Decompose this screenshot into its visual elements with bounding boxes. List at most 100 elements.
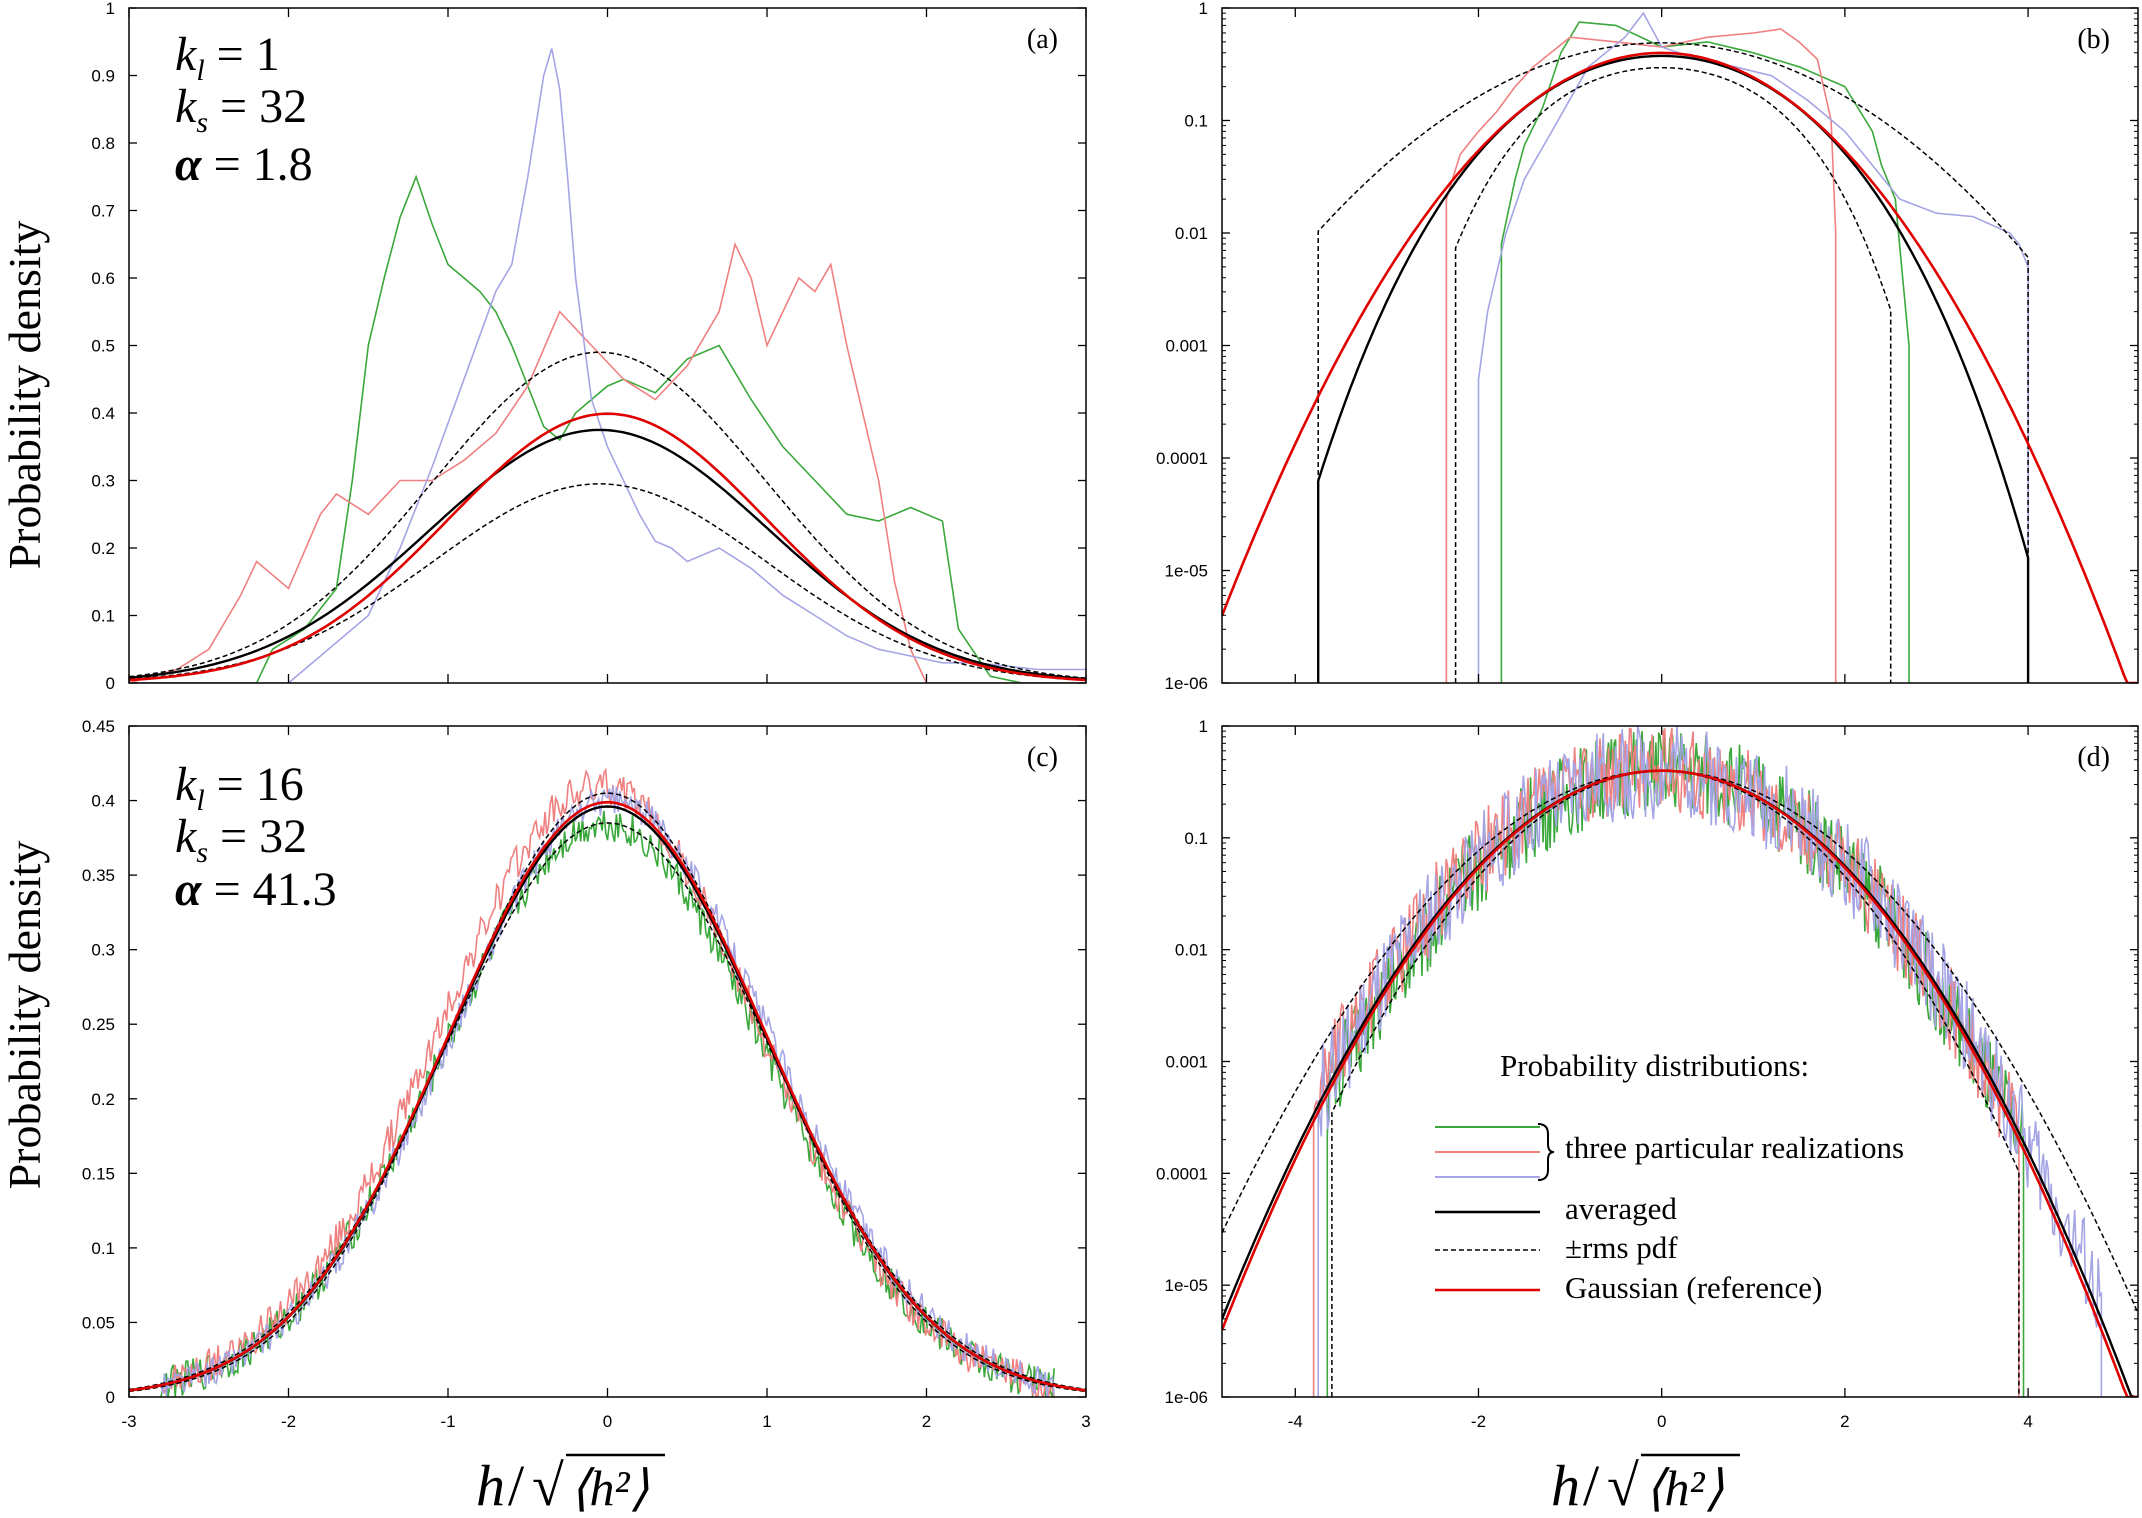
x-tick-label: -2: [281, 1412, 296, 1431]
y-tick-label: 0.45: [82, 717, 115, 736]
y-tick-label: 1e-06: [1165, 1388, 1208, 1407]
y-tick-label: 1: [1199, 717, 1208, 736]
series-realization-3: [160, 786, 1055, 1397]
series--rms: [129, 822, 1086, 1391]
x-tick-label: 3: [1081, 1412, 1090, 1431]
param-kl-top: kl = 1: [175, 28, 280, 87]
series-averaged: [1317, 54, 2030, 683]
panel-label: (c): [1027, 742, 1058, 773]
x-axis-label-right: h / √ ⟨h²⟩: [1551, 1453, 1740, 1518]
x-tick-label: -4: [1288, 1412, 1303, 1431]
series--rms: [129, 792, 1086, 1393]
panel-label: (d): [2077, 742, 2110, 773]
x-tick-label: -2: [1471, 1412, 1486, 1431]
y-tick-label: 0.1: [91, 607, 115, 626]
y-tick-label: 0.2: [91, 539, 115, 558]
y-tick-label: 0.1: [1184, 112, 1208, 131]
y-tick-label: 0.3: [91, 472, 115, 491]
series-realization-2: [129, 241, 1086, 683]
x-tick-label: 4: [2023, 1412, 2032, 1431]
param-ks-bottom: ks = 32: [175, 810, 307, 869]
panel-label: (b): [2077, 24, 2110, 55]
legend-averaged: averaged: [1565, 1191, 1677, 1226]
x-tick-label: 1: [762, 1412, 771, 1431]
legend-rms: ±rms pdf: [1565, 1230, 1678, 1265]
x-label-slash: /: [508, 1453, 525, 1518]
y-tick-label: 0.1: [91, 1239, 115, 1258]
y-axis-label-bottom: Probability density: [0, 841, 50, 1190]
y-tick-label: 0.4: [91, 792, 115, 811]
legend-realizations: three particular realizations: [1565, 1130, 1904, 1165]
x-tick-label: 2: [1840, 1412, 1849, 1431]
y-tick-label: 0.0001: [1156, 449, 1208, 468]
x-tick-label: 0: [603, 1412, 612, 1431]
y-tick-label: 0.6: [91, 269, 115, 288]
y-tick-label: 0.15: [82, 1164, 115, 1183]
series-gaussian: [1222, 769, 2138, 1397]
panel-c: 0 0.05 0.1 0.15 0.2 0.25 0.3 0.35 0.4 0.45 -3 -2 -1 0…: [82, 717, 1091, 1431]
y-tick-label: 0.05: [82, 1313, 115, 1332]
series-gaussian: [129, 800, 1086, 1392]
series--rms: [1222, 769, 2138, 1314]
plot-frame: [1221, 7, 2139, 684]
y-tick-label: 0.9: [91, 67, 115, 86]
params-bottom: kl = 16 ks = 32 α = 41.3: [175, 758, 337, 916]
param-alpha-top: α = 1.8: [175, 138, 313, 191]
y-tick-label: 1e-06: [1165, 674, 1208, 693]
y-tick-label: 0.1: [1184, 829, 1208, 848]
x-label-inner: ⟨h²⟩: [1645, 1460, 1724, 1516]
y-tick-label: 0.3: [91, 941, 115, 960]
y-tick-label: 0.001: [1165, 1053, 1208, 1072]
y-tick-label: 0.01: [1175, 224, 1208, 243]
panel-d: 1e-06 1e-05 0.0001 0.001 0.01 0.1 1 -4 -2 0 2 4 (d): [1156, 717, 2139, 1431]
series-averaged: [129, 428, 1086, 681]
param-alpha-bottom: α = 41.3: [175, 863, 337, 916]
panel-label: (a): [1027, 24, 1058, 55]
y-tick-label: 0: [106, 674, 115, 693]
param-kl-bottom: kl = 16: [175, 758, 304, 817]
series-realization-3: [1317, 726, 2103, 1397]
legend-brace: [1537, 1123, 1555, 1181]
series--rms: [1454, 66, 1892, 683]
y-tick-label: 1e-05: [1165, 562, 1208, 581]
x-label-sqrt-sign: √: [532, 1453, 564, 1518]
x-label-h: h: [476, 1453, 505, 1518]
series--rms: [1317, 42, 2029, 683]
legend-gaussian: Gaussian (reference): [1565, 1270, 1822, 1305]
series-realization-1: [1500, 21, 1910, 683]
y-tick-label: 0.4: [91, 404, 115, 423]
y-tick-label: 0.0001: [1156, 1164, 1208, 1183]
y-tick-label: 0.01: [1175, 941, 1208, 960]
series--rms: [129, 351, 1086, 679]
series-realization-3: [1477, 11, 2029, 683]
y-axis-label-top: Probability density: [0, 221, 50, 570]
series-gaussian: [1222, 51, 2138, 683]
series-realization-1: [129, 174, 1086, 683]
x-tick-label: 0: [1657, 1412, 1666, 1431]
panel-a: 0 0.1 0.2 0.3 0.4 0.5 0.6 0.7 0.8 0.9 1 (a): [91, 0, 1087, 693]
param-ks-top: ks = 32: [175, 80, 307, 139]
y-tick-label: 0.2: [91, 1090, 115, 1109]
x-tick-label: -1: [440, 1412, 455, 1431]
y-tick-label: 0.8: [91, 134, 115, 153]
y-tick-label: 0.35: [82, 866, 115, 885]
x-tick-label: 2: [922, 1412, 931, 1431]
y-tick-label: 1: [1199, 0, 1208, 18]
x-label-slash: /: [1583, 1453, 1600, 1518]
x-axis-label-left: h / √ ⟨h²⟩: [476, 1453, 665, 1518]
series-gaussian: [129, 412, 1086, 682]
y-tick-label: 0.7: [91, 202, 115, 221]
x-tick-label: -3: [121, 1412, 136, 1431]
y-tick-label: 0: [106, 1388, 115, 1407]
y-tick-label: 0.25: [82, 1015, 115, 1034]
x-label-inner: ⟨h²⟩: [570, 1460, 649, 1516]
legend-title: Probability distributions:: [1500, 1048, 1809, 1083]
y-tick-label: 0.5: [91, 337, 115, 356]
panel-b: 1e-06 1e-05 0.0001 0.001 0.01 0.1 1 (b): [1156, 0, 2139, 693]
y-tick-label: 1e-05: [1165, 1276, 1208, 1295]
y-tick-label: 1: [106, 0, 115, 18]
x-label-h: h: [1551, 1453, 1580, 1518]
legend: Probability distributions: three particu…: [1435, 1048, 1904, 1305]
y-tick-label: 0.001: [1165, 337, 1208, 356]
